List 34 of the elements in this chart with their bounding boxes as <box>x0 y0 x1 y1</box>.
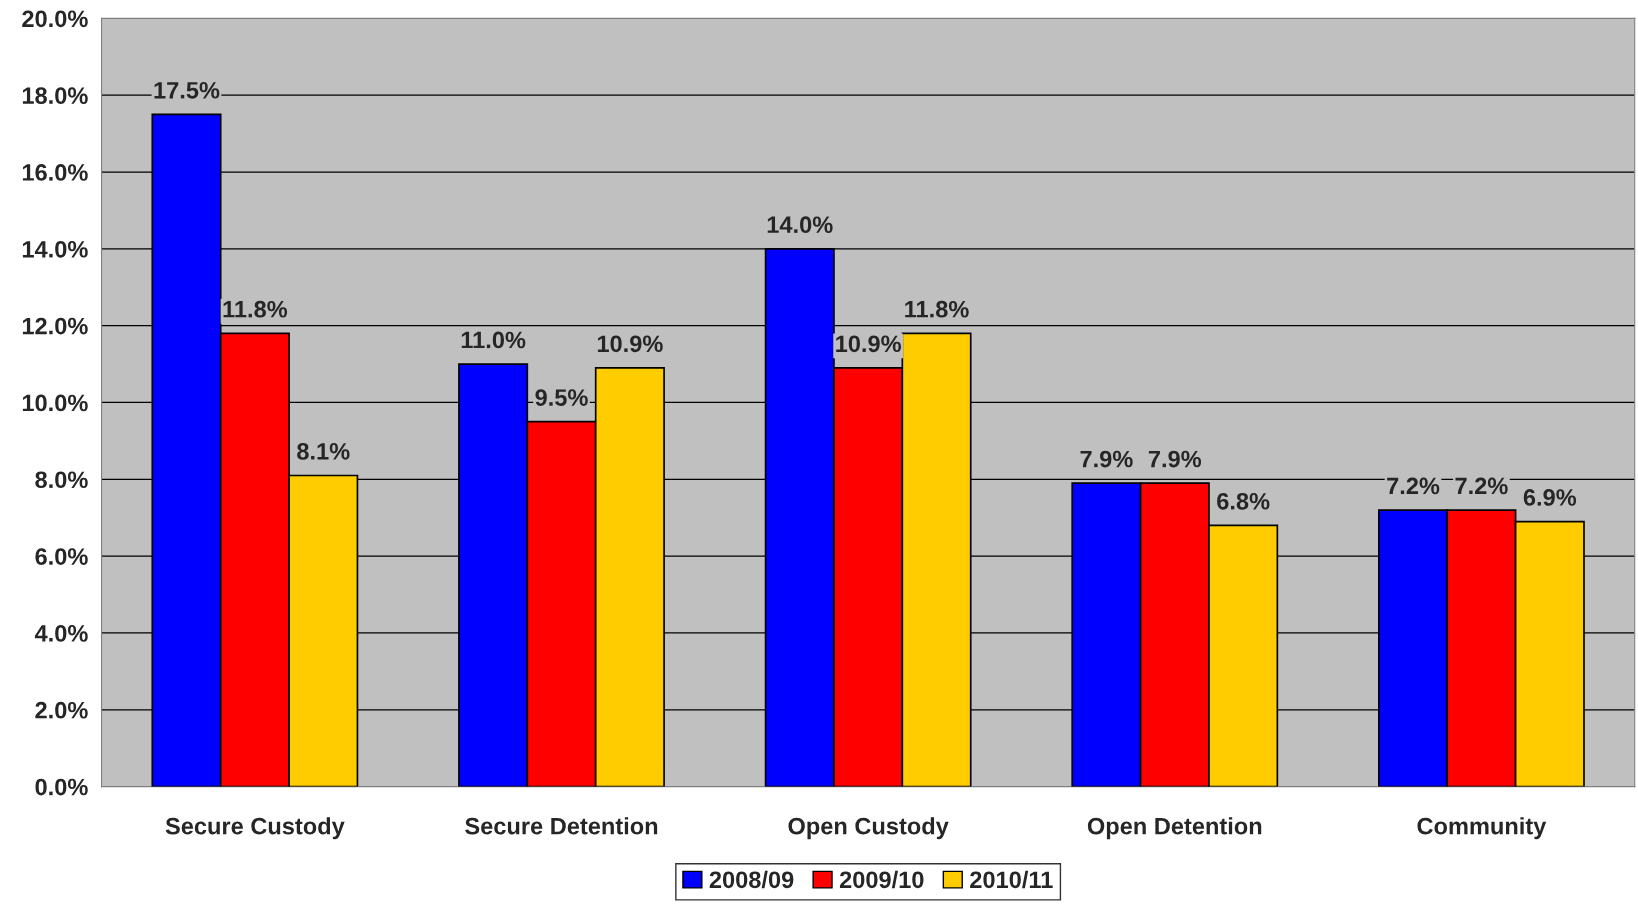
legend-label: 2010/11 <box>970 870 1053 889</box>
data-label: 11.0% <box>461 331 526 349</box>
x-tick-label: Open Detention <box>1087 817 1262 840</box>
data-label: 6.9% <box>1523 489 1577 506</box>
legend-label: 2009/10 <box>839 870 924 889</box>
y-tick-label: 16.0% <box>22 164 88 181</box>
data-label: 10.9% <box>597 335 663 353</box>
y-tick-label: 12.0% <box>22 317 88 335</box>
x-tick-label: Open Custody <box>788 817 949 840</box>
y-tick-label: 14.0% <box>22 240 88 258</box>
data-label: 7.2% <box>1455 477 1508 495</box>
y-tick-label: 0.0% <box>35 778 88 796</box>
y-tick-label: 6.0% <box>35 548 88 565</box>
data-label: 11.8% <box>223 300 288 318</box>
x-tick-label: Secure Detention <box>465 817 658 835</box>
data-label: 8.1% <box>297 442 350 460</box>
y-tick-label: 8.0% <box>35 471 88 489</box>
y-tick-label: 10.0% <box>22 394 88 412</box>
legend-label: 2008/09 <box>709 870 794 889</box>
data-label: 7.9% <box>1080 450 1133 468</box>
data-label: 10.9% <box>836 335 901 353</box>
data-label: 7.2% <box>1387 477 1440 495</box>
data-label: 7.9% <box>1148 450 1202 468</box>
x-tick-label: Secure Custody <box>165 817 345 840</box>
data-label: 6.8% <box>1217 492 1270 510</box>
x-tick-label: Community <box>1417 817 1547 840</box>
data-label: 11.8% <box>905 300 969 318</box>
data-label: 9.5% <box>535 389 588 406</box>
y-tick-label: 20.0% <box>22 10 88 28</box>
y-tick-label: 4.0% <box>34 625 88 642</box>
data-label: 14.0% <box>767 216 833 234</box>
data-label: 17.5% <box>154 81 220 99</box>
y-tick-label: 2.0% <box>35 701 88 719</box>
y-tick-label: 18.0% <box>22 87 88 105</box>
